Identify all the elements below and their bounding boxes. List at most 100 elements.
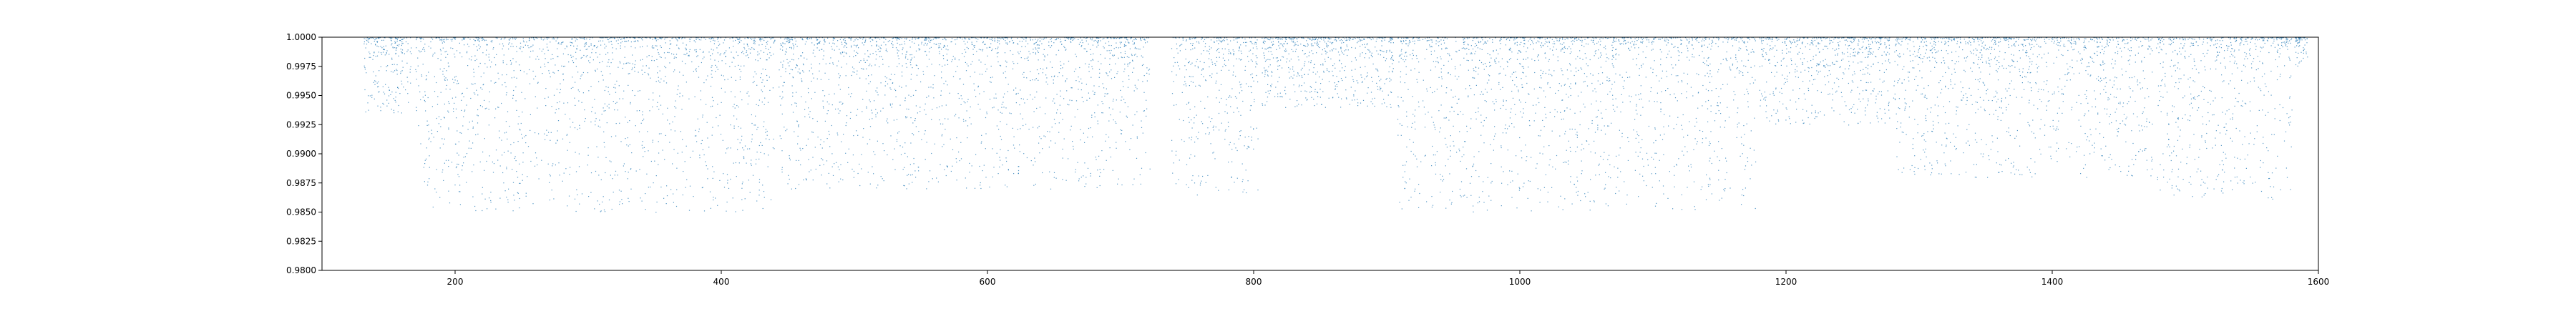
scatter-point [557,37,559,39]
scatter-point [875,90,877,92]
scatter-point [1341,42,1342,44]
scatter-point [880,82,882,84]
scatter-point [960,37,961,39]
scatter-point [639,169,640,170]
scatter-point [1136,157,1138,159]
scatter-point [1098,40,1099,41]
scatter-point [693,71,694,72]
scatter-point [495,82,497,83]
scatter-point [1687,50,1689,52]
scatter-point [431,129,432,131]
scatter-point [834,49,835,51]
scatter-point [1704,63,1706,64]
scatter-point [1255,55,1257,57]
scatter-point [1120,37,1121,39]
scatter-point [1355,59,1357,61]
scatter-point [1296,38,1297,39]
scatter-point [802,148,804,149]
scatter-point [894,74,896,75]
scatter-point [932,87,934,89]
scatter-point [1636,37,1637,39]
scatter-point [839,52,841,54]
scatter-point [1081,82,1083,84]
scatter-point [445,77,447,79]
scatter-point [711,97,713,98]
scatter-point [626,144,628,146]
scatter-point [631,152,633,154]
scatter-point [1453,125,1454,127]
scatter-point [441,40,443,41]
scatter-point [452,97,453,99]
scatter-point [1388,41,1390,43]
scatter-point [1241,163,1243,165]
scatter-point [1332,41,1334,44]
scatter-point [721,87,722,89]
scatter-point [1711,43,1712,44]
scatter-point [1742,153,1743,154]
scatter-point [789,41,791,43]
scatter-point [1277,57,1278,59]
scatter-point [1048,41,1050,43]
scatter-point [715,64,716,66]
scatter-point [729,38,731,39]
scatter-point [1058,72,1060,74]
scatter-point [1321,37,1322,39]
scatter-point [1012,40,1013,41]
scatter-point [444,41,445,43]
scatter-point [1083,132,1084,134]
scatter-point [1364,44,1365,45]
scatter-point [724,52,726,54]
scatter-point [676,167,678,169]
scatter-point [958,59,960,61]
scatter-point [1133,90,1135,92]
scatter-point [1337,81,1339,82]
scatter-point [1381,37,1382,39]
scatter-point [1014,147,1015,149]
scatter-point [545,88,547,89]
scatter-point [1070,87,1072,89]
scatter-point [932,84,934,86]
scatter-point [623,163,625,165]
scatter-point [1091,117,1093,118]
scatter-point [811,42,813,44]
scatter-point [1007,37,1008,39]
scatter-point [780,37,781,39]
scatter-point [696,141,698,142]
scatter-point [1030,160,1032,162]
scatter-point [1252,77,1254,79]
scatter-point [1297,41,1298,42]
scatter-point [1086,99,1088,101]
scatter-point [1084,142,1085,143]
scatter-point [401,60,403,62]
scatter-point [1392,42,1394,44]
scatter-point [535,37,537,39]
scatter-point [1609,80,1611,82]
scatter-point [606,65,608,67]
scatter-point [1450,150,1451,152]
scatter-point [516,77,517,79]
scatter-point [1523,37,1525,39]
scatter-point [402,42,404,44]
scatter-point [402,67,404,68]
scatter-point [472,127,474,129]
scatter-point [490,200,492,202]
scatter-point [1053,177,1055,178]
scatter-point [1045,97,1047,99]
scatter-point [1023,72,1025,73]
scatter-point [369,38,370,39]
scatter-point [1116,147,1117,149]
scatter-point [770,46,771,48]
scatter-point [495,149,497,151]
scatter-point [436,117,437,119]
scatter-point [1352,79,1354,81]
scatter-point [699,154,701,156]
scatter-point [1231,88,1233,89]
scatter-point [1077,109,1078,110]
scatter-point [1224,130,1226,132]
scatter-point [1262,41,1264,43]
scatter-point [1372,103,1374,104]
scatter-point [982,170,983,172]
scatter-point [1405,43,1407,44]
scatter-point [389,89,390,91]
scatter-point [905,63,907,64]
